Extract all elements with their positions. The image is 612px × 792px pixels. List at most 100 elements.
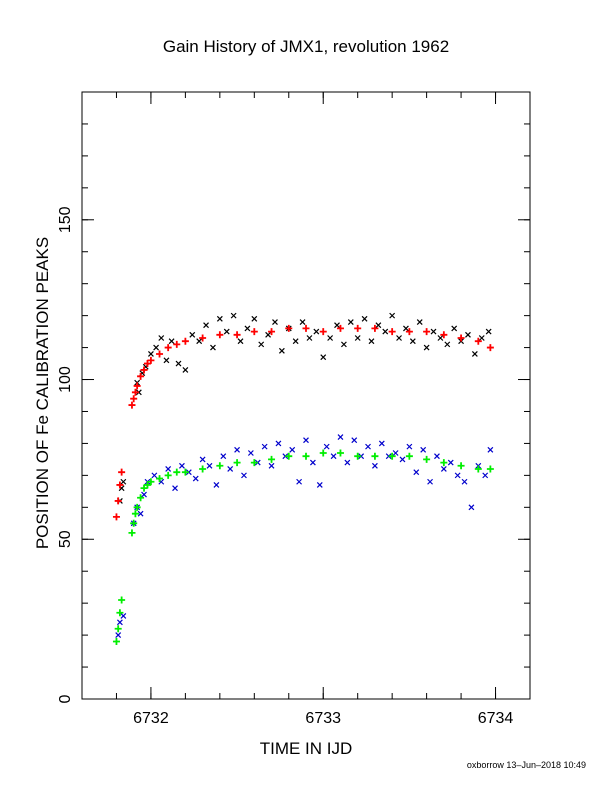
data-point-x (485, 328, 492, 335)
data-point-plus (147, 478, 155, 486)
x-axis-tick-labels: 6732 6733 6734 (133, 710, 513, 727)
data-point-x (272, 319, 278, 325)
data-point-x (247, 450, 254, 456)
data-point-x (344, 459, 351, 466)
data-point-x (244, 325, 251, 332)
data-point-x (179, 462, 185, 469)
x-axis-label: TIME IN IJD (260, 739, 353, 758)
data-point-x (141, 491, 147, 498)
data-point-x (151, 472, 158, 479)
data-point-x (206, 462, 213, 469)
data-point-x (340, 341, 347, 348)
data-point-x (482, 472, 489, 479)
data-point-x (416, 319, 423, 325)
data-point-x (406, 443, 413, 450)
data-point-plus (173, 468, 181, 476)
data-point-plus (118, 468, 126, 476)
data-point-plus (474, 465, 482, 473)
data-point-x (375, 322, 382, 329)
data-point-x (241, 472, 247, 479)
data-point-x (175, 360, 182, 367)
data-point-x (120, 478, 127, 485)
upper-peak-measurements-series (116, 312, 492, 504)
data-point-x (320, 354, 327, 361)
data-point-plus (285, 324, 293, 332)
data-point-plus (216, 331, 224, 339)
data-point-x (234, 446, 241, 453)
footer-credit: oxborrow 13–Jun–2018 10:49 (467, 760, 586, 770)
data-point-plus (440, 331, 448, 339)
data-point-x (163, 357, 170, 364)
data-point-x (347, 319, 354, 325)
data-point-plus (268, 328, 276, 336)
data-marks (112, 312, 494, 645)
data-point-plus (112, 637, 120, 645)
data-point-x (158, 335, 165, 341)
data-point-x (172, 485, 178, 492)
data-point-x (306, 335, 313, 341)
data-point-x (258, 341, 265, 348)
data-point-plus (302, 324, 310, 332)
data-point-x (478, 335, 485, 341)
data-point-x (227, 466, 234, 472)
data-point-plus (199, 465, 207, 473)
data-point-x (447, 459, 454, 466)
data-point-plus (133, 382, 141, 390)
data-point-plus (140, 366, 148, 374)
data-point-x (251, 315, 258, 322)
data-point-plus (233, 331, 241, 339)
data-point-plus (131, 388, 139, 396)
plot-area-frame (81, 91, 531, 700)
data-point-x (147, 351, 154, 357)
y-tick-label: 150 (57, 206, 74, 233)
data-point-plus (423, 328, 431, 336)
x-tick-label: 6733 (305, 710, 341, 727)
data-point-plus (216, 462, 224, 470)
y-tick-label: 100 (57, 366, 74, 393)
data-point-x (230, 312, 237, 319)
data-point-x (351, 437, 358, 444)
data-point-plus (128, 401, 136, 409)
data-point-plus (486, 344, 494, 352)
data-point-x (365, 443, 371, 450)
data-point-x (413, 469, 420, 476)
data-point-plus (128, 529, 136, 537)
upper-peak-fit-series (112, 324, 494, 521)
data-point-x (327, 335, 334, 341)
data-point-x (189, 331, 196, 338)
data-point-x (289, 446, 296, 453)
lower-peak-measurements-series (115, 434, 494, 639)
data-point-plus (268, 455, 276, 463)
data-point-plus (130, 519, 138, 527)
data-point-plus (302, 452, 310, 460)
data-point-x (168, 338, 175, 345)
data-point-plus (405, 452, 413, 460)
data-point-x (120, 613, 127, 619)
data-point-x (396, 335, 402, 341)
data-point-plus (181, 337, 189, 345)
data-point-plus (371, 452, 379, 460)
data-point-plus (147, 356, 155, 364)
data-point-x (430, 328, 437, 335)
data-point-plus (423, 455, 431, 463)
data-point-plus (130, 395, 138, 403)
data-point-x (437, 335, 444, 341)
data-point-plus (114, 497, 122, 505)
data-point-x (434, 453, 440, 460)
data-point-plus (156, 475, 164, 483)
data-point-plus (164, 344, 172, 352)
data-point-plus (388, 452, 396, 460)
data-point-plus (440, 459, 448, 467)
data-point-plus (405, 328, 413, 336)
data-point-x (137, 510, 144, 517)
data-point-x (216, 315, 223, 322)
y-axis-label: POSITION OF Fe CALIBRATION PEAKS (33, 237, 52, 549)
data-point-plus (133, 503, 141, 511)
data-point-x (334, 322, 340, 329)
data-point-x (116, 619, 123, 626)
data-point-x (313, 328, 320, 335)
data-point-plus (116, 481, 124, 489)
data-point-x (292, 338, 299, 345)
data-point-plus (137, 494, 145, 502)
y-tick-label: 50 (57, 530, 74, 548)
